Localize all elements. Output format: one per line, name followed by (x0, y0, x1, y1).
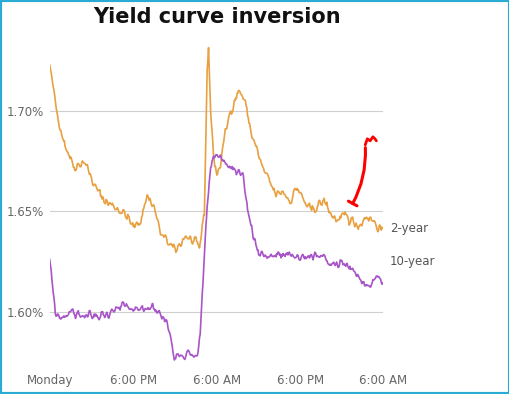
Text: 2-year: 2-year (389, 221, 428, 234)
Title: Yield curve inversion: Yield curve inversion (93, 7, 340, 27)
Text: 10-year: 10-year (389, 255, 435, 268)
